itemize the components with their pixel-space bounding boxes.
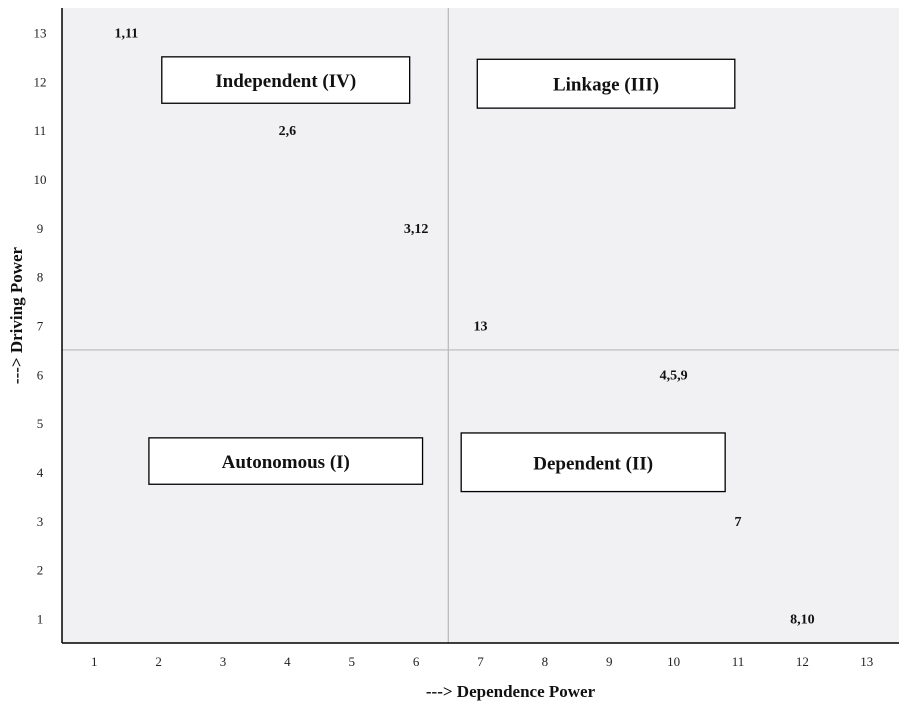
x-tick-label: 1 (91, 654, 98, 669)
quadrant-box (460, 432, 726, 493)
y-tick-label: 7 (37, 319, 44, 334)
axes (61, 8, 899, 644)
data-point-label: 1,11 (115, 26, 139, 41)
y-tick-label: 9 (37, 221, 44, 236)
data-points: 1,11 2,6 3,12 13 4,5,9 7 8,10 (115, 26, 815, 627)
y-tick-label: 12 (34, 74, 47, 89)
y-tick-label: 3 (37, 514, 44, 529)
x-tick-label: 7 (477, 654, 484, 669)
x-tick-label: 12 (796, 654, 809, 669)
x-tick-label: 9 (606, 654, 613, 669)
x-tick-label: 13 (860, 654, 873, 669)
y-tick-label: 11 (34, 123, 47, 138)
y-tick-label: 5 (37, 416, 44, 431)
x-tick-label: 5 (348, 654, 355, 669)
quadrant-label-box: Autonomous (I) (148, 437, 424, 485)
x-tick-label: 3 (220, 654, 227, 669)
y-tick-label: 4 (37, 465, 44, 480)
quadrant-label: Linkage (III) (553, 75, 659, 96)
quadrant-label-box: Linkage (III) (476, 58, 736, 109)
x-tick-label: 8 (542, 654, 549, 669)
y-tick-label: 2 (37, 563, 44, 578)
quadrant-label-box: Independent (IV) (161, 56, 411, 104)
quadrant-box (148, 437, 424, 485)
y-tick-label: 8 (37, 270, 44, 285)
plot-area (62, 8, 899, 643)
data-point-label: 2,6 (279, 124, 297, 139)
quadrant-dividers (62, 8, 899, 643)
data-point-label: 4,5,9 (660, 368, 688, 383)
y-tick-label: 10 (34, 172, 47, 187)
data-point-label: 8,10 (790, 613, 815, 628)
x-tick-label: 11 (732, 654, 745, 669)
quadrant-label: Independent (IV) (215, 71, 356, 92)
y-tick-label: 6 (37, 367, 44, 382)
y-tick-label: 1 (37, 612, 44, 627)
x-tick-label: 6 (413, 654, 420, 669)
quadrant-label: Autonomous (I) (222, 452, 350, 473)
quadrant-label: Dependent (II) (533, 453, 653, 474)
data-point-label: 7 (735, 515, 742, 530)
quadrant-box (161, 56, 411, 104)
data-point-label: 13 (474, 320, 488, 335)
data-point-label: 3,12 (404, 222, 429, 237)
x-axis-ticks: 1 2 3 4 5 6 7 8 9 10 11 12 13 (91, 654, 873, 669)
x-tick-label: 4 (284, 654, 291, 669)
y-tick-label: 13 (34, 25, 47, 40)
quadrant-label-box: Dependent (II) (460, 432, 726, 493)
x-axis-title: ---> Dependence Power (426, 682, 596, 701)
x-tick-label: 10 (667, 654, 680, 669)
quadrant-box (476, 58, 736, 109)
x-tick-label: 2 (155, 654, 162, 669)
quadrant-labels: Independent (IV) Linkage (III) Autonomous … (148, 56, 736, 493)
y-axis-title: ---> Driving Power (7, 246, 26, 384)
